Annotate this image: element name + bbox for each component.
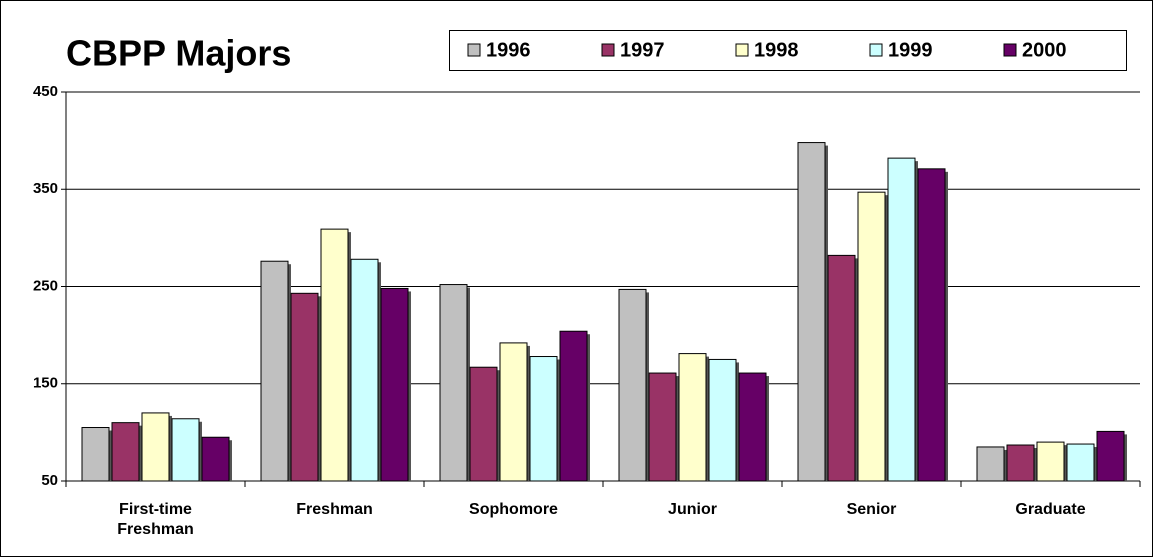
bar	[797, 142, 826, 482]
bar	[469, 366, 498, 482]
bar	[320, 228, 349, 482]
legend-label: 2000	[1022, 39, 1067, 61]
bar	[678, 353, 707, 482]
y-tick-label: 350	[33, 180, 58, 197]
legend-swatch	[1003, 43, 1017, 57]
bar	[917, 168, 946, 482]
bar	[648, 372, 677, 482]
legend-swatch	[601, 43, 615, 57]
bar	[738, 372, 767, 482]
bar	[1006, 444, 1035, 482]
bar	[1066, 443, 1095, 482]
bar	[827, 254, 856, 482]
bar	[1036, 441, 1065, 482]
x-tick-label: Senior	[846, 501, 897, 518]
x-tick-label: First-time Freshman	[117, 501, 194, 538]
legend-label: 1999	[888, 39, 933, 61]
bar	[201, 436, 230, 482]
bar	[81, 427, 110, 482]
y-tick-label: 150	[33, 375, 58, 392]
bar	[857, 191, 886, 482]
chart-title: CBPP Majors	[66, 33, 291, 74]
bar	[887, 157, 916, 482]
x-tick-label: Freshman	[296, 501, 373, 518]
legend-swatch	[735, 43, 749, 57]
bar	[111, 422, 140, 482]
legend-swatch	[869, 43, 883, 57]
bar	[499, 342, 528, 482]
legend-label: 1996	[486, 39, 531, 61]
bar	[559, 330, 588, 482]
bar	[1096, 430, 1125, 482]
y-tick-label: 250	[33, 277, 58, 294]
bar	[171, 418, 200, 482]
bar	[529, 356, 558, 482]
bar	[141, 412, 170, 482]
bar	[618, 288, 647, 482]
x-tick-label: Sophomore	[469, 501, 558, 518]
legend-label: 1998	[754, 39, 799, 61]
bar	[290, 292, 319, 482]
y-tick-label: 450	[33, 83, 58, 100]
bar	[976, 446, 1005, 482]
bar	[380, 287, 409, 482]
bar	[350, 258, 379, 482]
x-tick-label: Graduate	[1015, 501, 1086, 518]
bar	[439, 284, 468, 482]
bar	[708, 358, 737, 482]
legend-swatch	[467, 43, 481, 57]
legend-label: 1997	[620, 39, 665, 61]
x-tick-label: Junior	[668, 501, 717, 518]
y-tick-label: 50	[41, 472, 58, 489]
bar	[260, 260, 289, 482]
